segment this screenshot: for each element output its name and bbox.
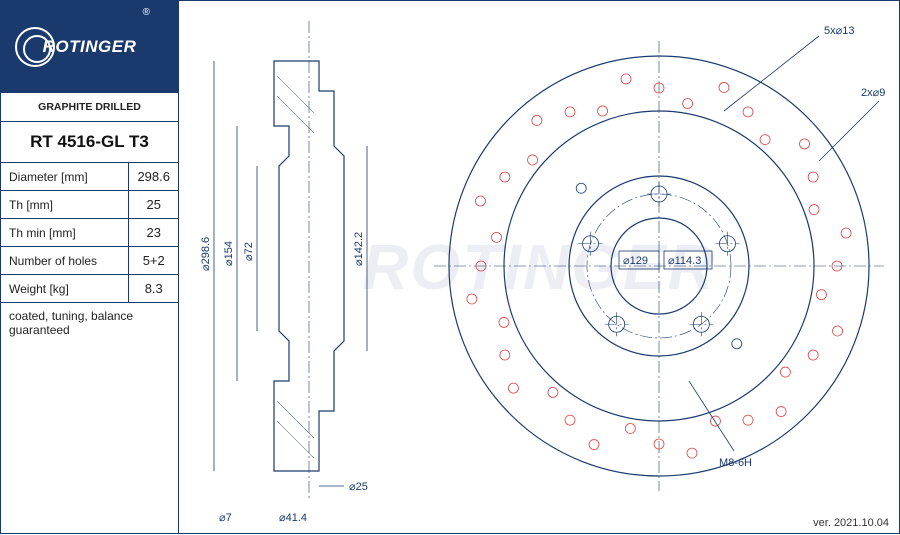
table-row: Weight [kg]8.3	[1, 275, 178, 303]
brand-logo: ROTINGER ®	[1, 1, 178, 93]
dim-offset: ⌀41.4	[279, 512, 307, 524]
dim-hole: ⌀7	[219, 512, 232, 524]
dim-outer: ⌀298.6	[200, 237, 212, 271]
section-view: ⌀298.6 ⌀154 ⌀72 ⌀142.2 ⌀25 ⌀7 ⌀41.4	[200, 21, 368, 524]
registered-mark: ®	[143, 7, 150, 18]
dim-pcd1: ⌀129	[623, 255, 648, 267]
dim-cb: ⌀142.2	[353, 232, 365, 266]
model-number: RT 4516-GL T3	[1, 122, 178, 163]
dim-pcd2: ⌀114.3	[668, 255, 701, 267]
table-row: Diameter [mm]298.6	[1, 163, 178, 191]
product-subtitle: GRAPHITE DRILLED	[1, 93, 178, 122]
table-row: Th min [mm]23	[1, 219, 178, 247]
callout-bolt2: 2x⌀9	[861, 87, 885, 99]
technical-drawing: ROTINGER ⌀298.6 ⌀154	[179, 1, 899, 533]
drawing-svg: ⌀298.6 ⌀154 ⌀72 ⌀142.2 ⌀25 ⌀7 ⌀41.4 5x⌀1…	[179, 1, 900, 535]
callout-thread: M8-6H	[719, 457, 752, 469]
dim-shaft: ⌀25	[349, 481, 368, 493]
brand-name: ROTINGER	[43, 37, 137, 57]
dim-bore: ⌀72	[243, 242, 255, 261]
callout-bolt5: 5x⌀13	[824, 25, 854, 37]
dim-hub: ⌀154	[223, 241, 235, 266]
product-note: coated, tuning, balance guaranteed	[1, 303, 178, 343]
spec-sidebar: ROTINGER ® GRAPHITE DRILLED RT 4516-GL T…	[1, 1, 179, 533]
table-row: Number of holes5+2	[1, 247, 178, 275]
version-label: ver. 2021.10.04	[813, 517, 889, 529]
spec-table: Diameter [mm]298.6 Th [mm]25 Th min [mm]…	[1, 163, 178, 303]
table-row: Th [mm]25	[1, 191, 178, 219]
